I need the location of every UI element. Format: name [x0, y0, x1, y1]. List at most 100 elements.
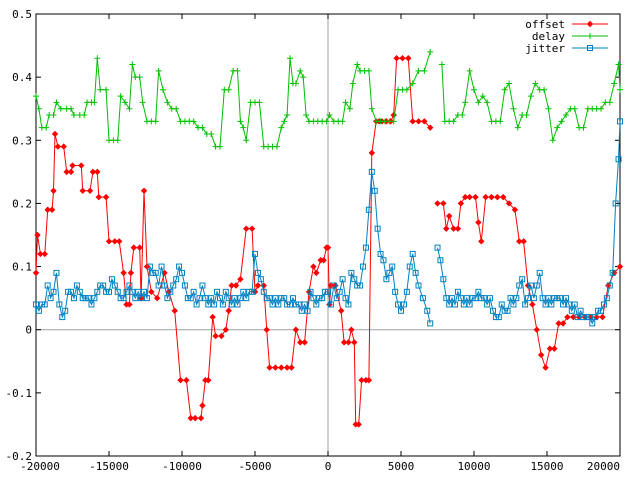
data-point — [533, 326, 540, 333]
data-point — [126, 282, 133, 289]
data-point — [211, 301, 218, 308]
data-point — [310, 263, 317, 270]
data-point — [126, 301, 133, 308]
data-point — [269, 301, 276, 308]
data-point — [520, 238, 527, 245]
data-point — [399, 54, 406, 62]
data-point — [457, 200, 465, 207]
data-point — [50, 187, 57, 195]
data-point — [390, 111, 397, 119]
data-point — [111, 238, 119, 245]
data-point — [529, 301, 536, 308]
data-point — [324, 244, 332, 251]
data-point — [148, 288, 155, 296]
data-point — [79, 187, 86, 195]
data-point — [536, 269, 543, 276]
data-point — [297, 67, 304, 74]
data-point — [516, 282, 523, 289]
data-point — [514, 124, 521, 131]
data-point — [94, 288, 101, 295]
data-point — [565, 301, 572, 308]
data-point — [310, 295, 317, 302]
data-point — [568, 307, 575, 314]
data-point — [114, 288, 121, 295]
data-point — [301, 339, 308, 346]
data-point — [108, 276, 115, 283]
data-point — [47, 295, 54, 302]
data-point — [371, 187, 378, 194]
data-point — [281, 295, 288, 302]
data-point — [129, 288, 136, 295]
data-point — [152, 118, 159, 125]
data-point — [541, 86, 548, 93]
series-line — [441, 64, 621, 141]
data-point — [120, 269, 127, 277]
data-point — [505, 200, 513, 207]
data-point — [199, 124, 206, 131]
data-point — [288, 364, 295, 371]
data-point — [336, 288, 343, 295]
data-point — [33, 93, 39, 100]
data-point — [368, 149, 376, 157]
data-point — [256, 99, 263, 106]
data-point — [466, 193, 473, 201]
data-point — [522, 301, 529, 308]
data-point — [319, 295, 326, 302]
data-point — [183, 377, 190, 384]
data-point — [527, 282, 534, 289]
data-point — [191, 414, 199, 422]
data-point — [237, 295, 244, 302]
data-point — [365, 67, 372, 74]
data-point — [519, 276, 526, 283]
data-point — [243, 295, 250, 302]
data-point — [62, 307, 69, 314]
data-point — [208, 295, 215, 302]
data-point — [403, 86, 410, 93]
data-point — [479, 93, 486, 100]
data-point — [564, 313, 571, 321]
y-tick-label: -0.2 — [6, 450, 33, 463]
data-point — [190, 118, 197, 125]
data-point — [345, 301, 352, 308]
data-point — [135, 288, 142, 295]
data-point — [562, 295, 569, 302]
data-point — [160, 86, 167, 93]
data-point — [138, 295, 145, 302]
data-point — [409, 80, 416, 87]
data-point — [70, 295, 77, 302]
data-point — [454, 225, 462, 232]
data-point — [283, 364, 291, 371]
data-point — [105, 238, 113, 245]
data-point — [562, 112, 569, 119]
data-point — [348, 269, 355, 276]
data-point — [37, 250, 44, 258]
data-point — [615, 156, 622, 163]
data-point — [209, 313, 216, 321]
data-point — [76, 288, 83, 295]
data-point — [275, 301, 282, 308]
data-point — [340, 339, 348, 346]
data-point — [600, 301, 607, 308]
data-point — [357, 282, 364, 289]
data-point — [53, 269, 60, 276]
data-point — [355, 421, 362, 428]
data-point — [304, 307, 311, 314]
data-point — [380, 257, 387, 264]
data-point — [243, 137, 250, 144]
data-point — [346, 105, 353, 112]
data-point — [106, 288, 112, 295]
data-point — [177, 377, 184, 384]
data-point — [358, 377, 365, 384]
data-point — [530, 295, 537, 302]
data-point — [557, 295, 564, 302]
data-point — [424, 307, 431, 314]
data-point — [462, 99, 469, 106]
data-point — [73, 282, 80, 289]
data-point — [231, 295, 238, 302]
data-point — [478, 238, 485, 245]
data-point — [440, 276, 447, 283]
data-point — [510, 301, 517, 308]
data-point — [545, 105, 552, 112]
data-point — [390, 118, 397, 125]
